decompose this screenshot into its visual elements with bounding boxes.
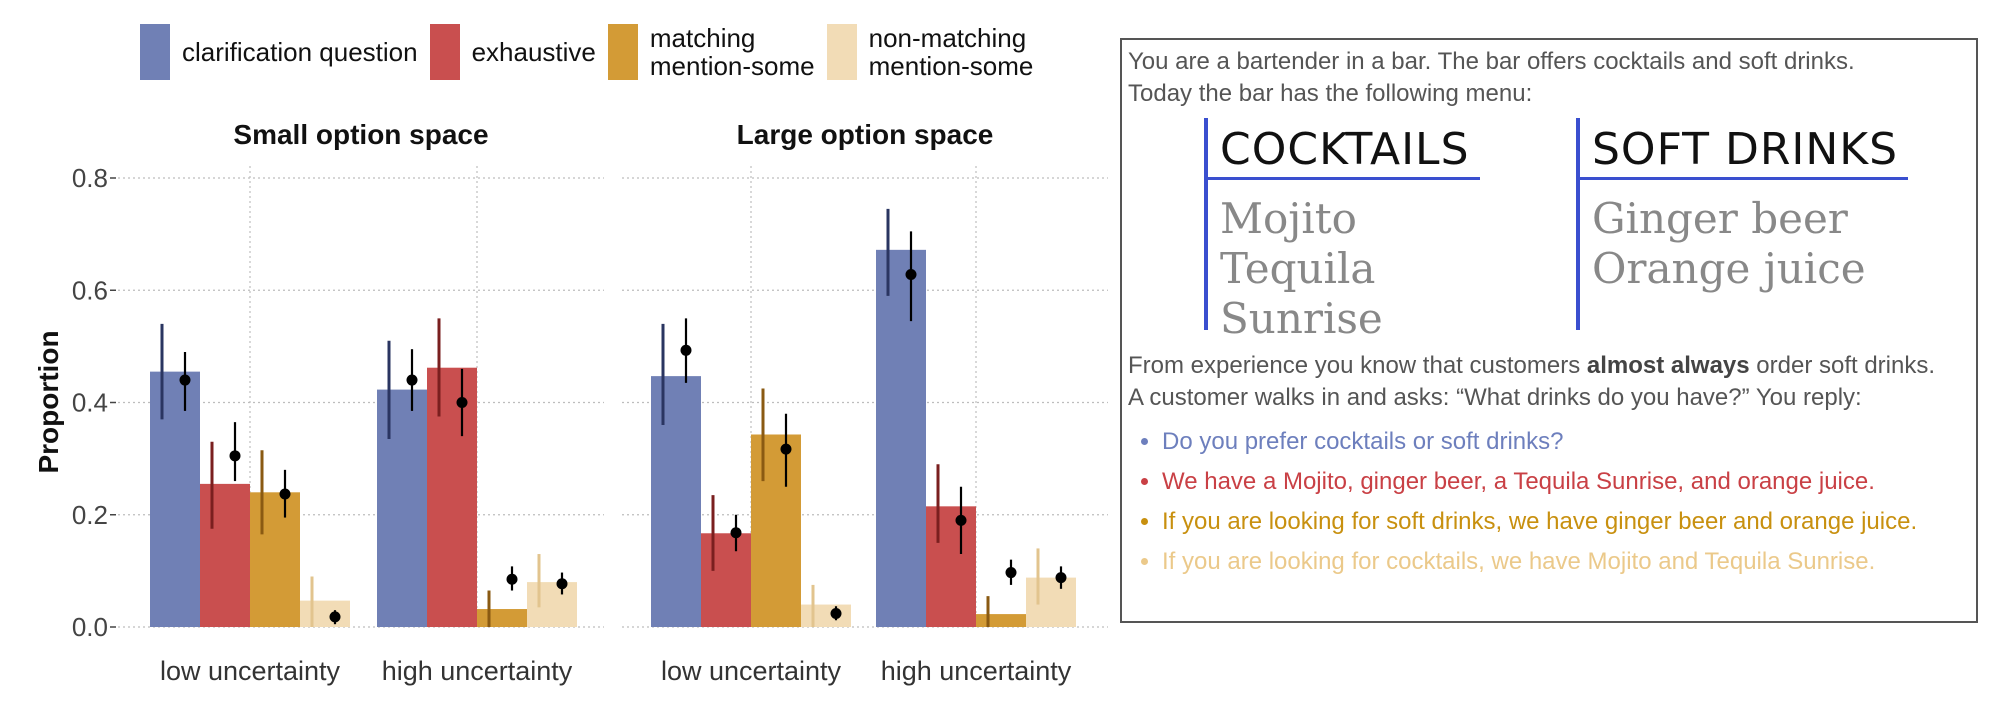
scenario-panel: You are a bartender in a bar. The bar of… (1120, 38, 1978, 623)
reply-exhaustive: We have a Mojito, ginger beer, a Tequila… (1162, 462, 1970, 502)
data-point (1055, 572, 1067, 584)
legend-swatch (140, 24, 170, 80)
y-tick-label: 0.0 (72, 612, 108, 642)
data-point (680, 344, 692, 356)
bar (150, 371, 200, 627)
bar (377, 389, 427, 627)
legend-label: non-matching mention-some (868, 23, 1034, 81)
x-tick-label: high uncertainty (382, 656, 573, 686)
data-point (179, 374, 191, 386)
bar (1026, 577, 1076, 627)
data-point (456, 397, 468, 408)
x-tick-label: low uncertainty (160, 656, 341, 686)
reply-matching: If you are looking for soft drinks, we h… (1162, 502, 1970, 542)
menu-column-soft-drinks: SOFT DRINKS Ginger beer Orange juice (1576, 118, 1920, 330)
reply-clarification: Do you prefer cocktails or soft drinks? (1162, 422, 1970, 462)
experience-text: From experience you know that customers … (1128, 350, 1970, 382)
legend: clarification question exhaustive matchi… (140, 22, 1045, 82)
bar (300, 600, 350, 627)
legend-swatch (826, 24, 857, 80)
data-point (279, 488, 291, 500)
facet-title: Large option space (737, 119, 994, 150)
data-point (730, 527, 742, 539)
reply-nonmatching: If you are looking for cocktails, we hav… (1162, 542, 1970, 582)
legend-label: exhaustive (471, 37, 596, 67)
data-point (506, 573, 518, 585)
data-point (556, 578, 568, 590)
bar (976, 614, 1026, 627)
bar (527, 582, 577, 627)
experience-text-start: From experience you know that customers (1128, 352, 1587, 379)
bar (926, 506, 976, 627)
question-text: A customer walks in and asks: “What drin… (1128, 384, 1862, 411)
chart: Proportion 0.0 0.2 0.4 0.6 0.8 Small option sp… (33, 119, 1108, 686)
y-axis-label: Proportion (33, 330, 64, 473)
y-tick-label: 0.6 (72, 275, 108, 305)
bar (701, 533, 751, 627)
menu-column-cocktails: COCKTAILS Mojito Tequila Sunrise (1204, 118, 1548, 343)
data-point (329, 611, 341, 623)
menu-item: Tequila Sunrise (1220, 244, 1383, 343)
bar (751, 434, 801, 627)
legend-swatch (429, 24, 460, 80)
data-point (955, 514, 967, 526)
legend-label: matching mention-some (649, 23, 815, 81)
x-tick-label: high uncertainty (881, 656, 1072, 686)
reply-list: Do you prefer cocktails or soft drinks? … (1128, 422, 1970, 582)
legend-item-matching: matching mention-some (607, 23, 815, 81)
menu-item: Mojito (1220, 194, 1357, 243)
intro-line: Today the bar has the following menu: (1128, 80, 1533, 107)
menu-heading: SOFT DRINKS (1580, 118, 1909, 180)
menu-heading: COCKTAILS (1208, 118, 1480, 180)
legend-item-nonmatching: non-matching mention-some (826, 23, 1034, 81)
x-tick-label: low uncertainty (661, 656, 842, 686)
menu-item: Orange juice (1592, 244, 1866, 293)
data-point (1005, 567, 1017, 579)
bar (651, 376, 701, 627)
data-point (905, 269, 917, 281)
data-point (406, 374, 418, 386)
y-tick-label: 0.4 (72, 388, 108, 418)
y-tick-label: 0.2 (72, 500, 108, 530)
legend-item-exhaustive: exhaustive (429, 24, 596, 80)
bar (477, 609, 527, 627)
data-point (780, 443, 792, 455)
drink-menu: COCKTAILS Mojito Tequila Sunrise SOFT DR… (1128, 118, 1970, 350)
bar (801, 604, 851, 627)
bar (250, 492, 300, 627)
bar (200, 483, 250, 627)
data-point (830, 608, 842, 620)
intro-line: You are a bartender in a bar. The bar of… (1128, 48, 1855, 75)
legend-label: clarification question (182, 37, 418, 67)
data-point (229, 450, 241, 462)
bar (876, 249, 926, 627)
experience-text-bold: almost always (1586, 352, 1750, 379)
legend-item-clarification: clarification question (140, 24, 418, 80)
legend-swatch (607, 24, 638, 80)
menu-item: Ginger beer (1592, 194, 1848, 243)
y-tick-label: 0.8 (72, 163, 108, 193)
experience-text-end: order soft drinks. (1749, 352, 1936, 379)
bar (427, 367, 477, 627)
facet-title: Small option space (233, 119, 488, 150)
